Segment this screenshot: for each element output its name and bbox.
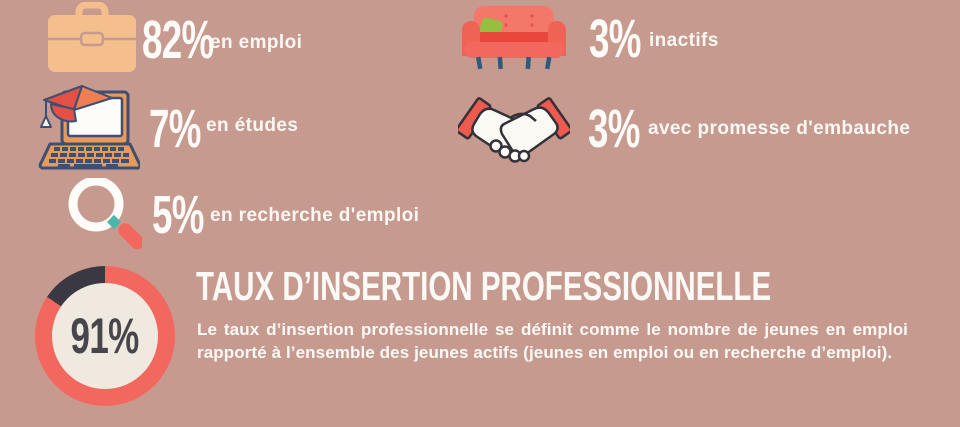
- stat-label-inactifs: inactifs: [649, 30, 719, 51]
- stat-label-promesse: avec promesse d'embauche: [648, 118, 911, 139]
- stat-value-inactifs: 3%: [589, 9, 641, 69]
- donut-center: 91%: [52, 283, 158, 389]
- stat-value-emploi: 82%: [142, 10, 214, 70]
- page-title: TAUX D’INSERTION PROFESSIONNELLE: [196, 263, 772, 309]
- stat-value-recherche: 5%: [152, 185, 204, 245]
- insertion-rate-donut-chart: 91%: [35, 266, 175, 406]
- stat-label-emploi: en emploi: [210, 32, 303, 53]
- stat-label-etudes: en études: [206, 115, 299, 136]
- briefcase-icon: [48, 1, 136, 77]
- sofa-icon: [460, 6, 568, 75]
- laptop-graduation-icon: [36, 78, 142, 175]
- stat-value-promesse: 3%: [588, 99, 640, 159]
- insertion-rate-value: 91%: [71, 308, 140, 364]
- stat-label-recherche: en recherche d'emploi: [210, 205, 420, 226]
- stat-value-etudes: 7%: [149, 99, 201, 159]
- insertion-description: Le taux d’insertion professionnelle se d…: [197, 320, 908, 362]
- handshake-icon: [455, 96, 573, 175]
- magnifier-icon: [62, 176, 145, 257]
